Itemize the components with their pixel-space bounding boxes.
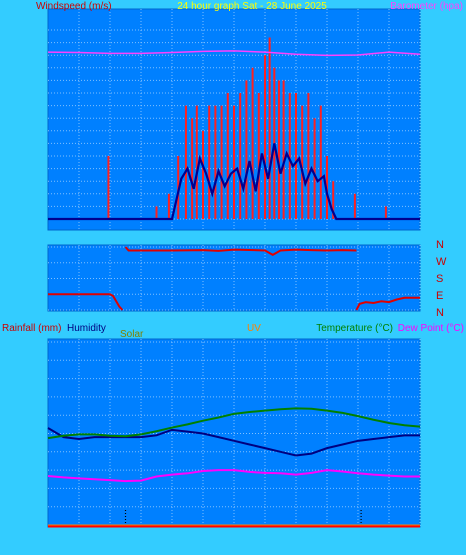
barometer-axis-label: Barometer (hpa) xyxy=(390,1,463,12)
climate-series xyxy=(47,407,421,528)
humidity-axis-label: Humidity xyxy=(67,323,106,334)
wind-series xyxy=(47,37,421,221)
temperature-axis-label: Temperature (°C) xyxy=(316,323,393,334)
direction-line xyxy=(124,246,357,257)
barometer-line xyxy=(47,50,421,57)
direction-labels: N W S E N xyxy=(436,239,447,319)
direction-series xyxy=(48,246,420,311)
dew-point-line xyxy=(47,469,420,483)
direction-label-n-top: N xyxy=(436,239,444,251)
humidity-line xyxy=(47,427,420,457)
direction-grid xyxy=(48,245,421,311)
dewpoint-axis-label: Dew Point (°C) xyxy=(398,323,464,334)
rain-axis-label: Rainfall (mm) xyxy=(2,323,61,334)
direction-line xyxy=(48,293,124,311)
chart-title: 24 hour graph Sat - 28 June 2025 xyxy=(177,1,327,12)
wind-axis-label: Windspeed (m/s) xyxy=(36,1,112,12)
direction-label-n-bottom: N xyxy=(436,307,444,319)
temperature-line xyxy=(47,407,421,440)
solar-label: Solar xyxy=(120,329,144,340)
direction-label-s: S xyxy=(436,273,443,285)
direction-label-e: E xyxy=(436,290,443,302)
uv-label: UV xyxy=(247,323,261,334)
direction-line xyxy=(355,296,420,311)
average-wind-line xyxy=(48,143,420,221)
direction-label-w: W xyxy=(436,256,447,268)
